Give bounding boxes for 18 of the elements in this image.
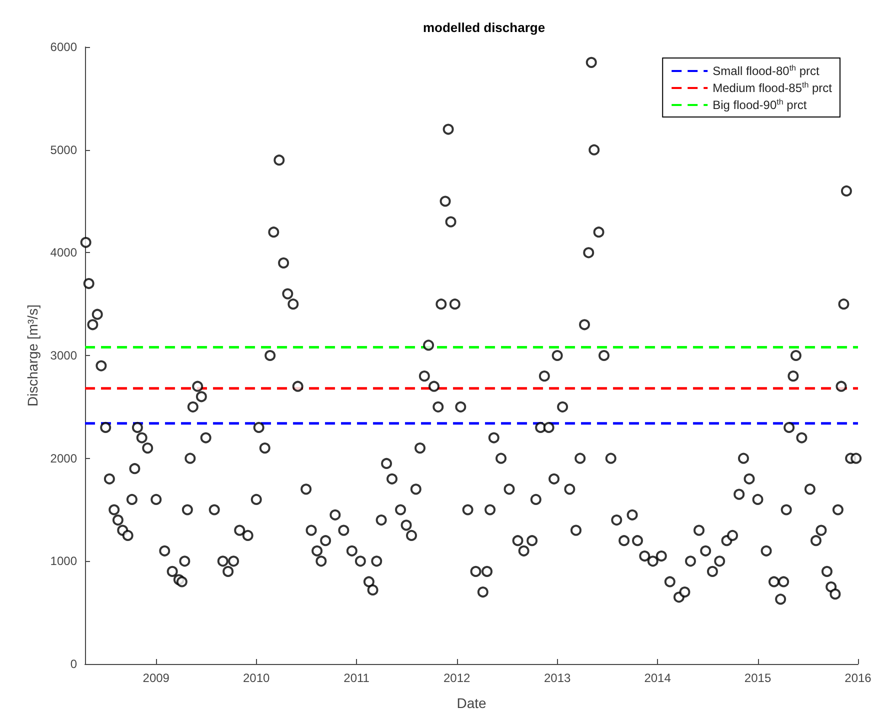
x-tick-label: 2010: [243, 671, 270, 685]
y-tick-label: 0: [70, 657, 78, 671]
x-tick-label: 2009: [142, 671, 170, 685]
y-tick-label: 6000: [50, 40, 78, 54]
x-tick-label: 2016: [844, 671, 872, 685]
x-tick-label: 2011: [344, 671, 370, 685]
x-tick-label: 2014: [644, 671, 672, 685]
x-tick-label: 2012: [443, 671, 470, 685]
chart-title: modelled discharge: [422, 20, 546, 35]
y-tick-label: 4000: [50, 246, 78, 260]
y-tick-label: 3000: [50, 348, 78, 362]
y-axis-title: Discharge [m³/s]: [24, 304, 40, 406]
x-tick-label: 2015: [744, 671, 772, 685]
x-axis-title: Date: [456, 695, 486, 711]
y-tick-label: 5000: [50, 142, 78, 157]
x-tick-label: 2013: [544, 671, 571, 685]
y-tick-label: 1000: [50, 554, 78, 568]
y-tick-label: 2000: [50, 451, 78, 466]
